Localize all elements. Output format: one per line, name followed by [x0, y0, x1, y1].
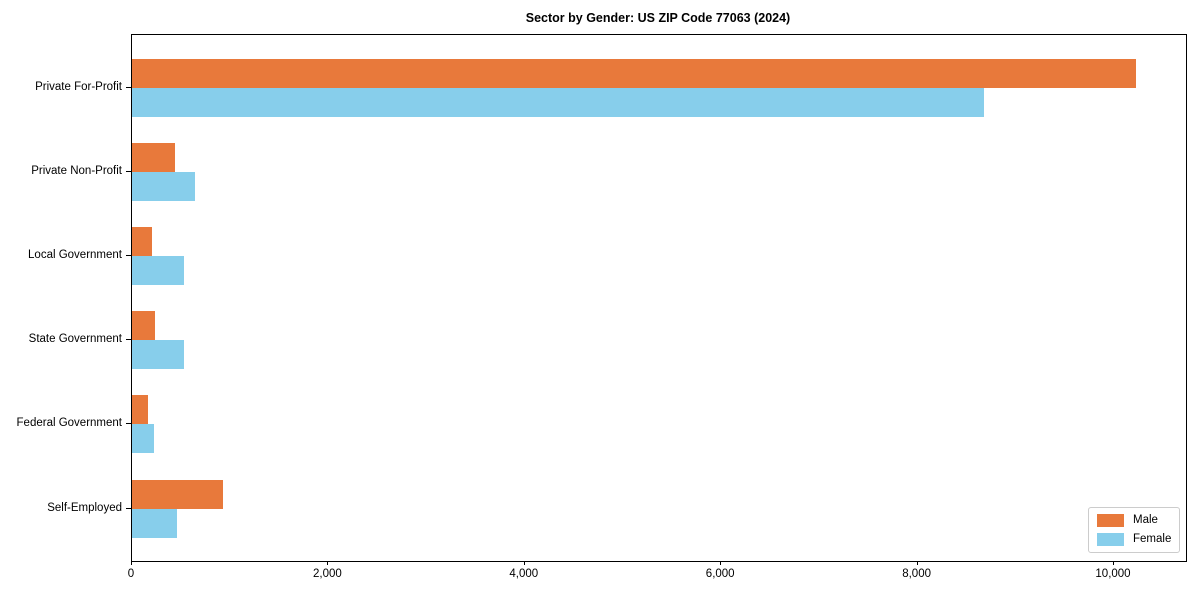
- y-tick-mark: [126, 339, 131, 341]
- plot-area: Male Female: [131, 34, 1187, 562]
- bar-female-state-government: [132, 340, 184, 370]
- bar-male-state-government: [132, 311, 155, 341]
- bar-male-private-for-profit: [132, 59, 1136, 88]
- male-legend-swatch: [1097, 514, 1124, 527]
- legend: Male Female: [1088, 507, 1181, 553]
- male-legend-label: Male: [1133, 514, 1158, 526]
- x-tick-mark: [523, 561, 525, 565]
- bar-female-local-government: [132, 256, 184, 286]
- x-tick-mark: [720, 561, 722, 565]
- bar-male-self-employed: [132, 479, 223, 509]
- chart-title: Sector by Gender: US ZIP Code 77063 (202…: [525, 11, 791, 25]
- bar-female-federal-government: [132, 424, 154, 454]
- x-tick-mark: [131, 561, 132, 565]
- y-tick-mark: [126, 507, 131, 509]
- bar-female-self-employed: [132, 508, 177, 538]
- y-tick-mark: [126, 171, 131, 173]
- female-legend-swatch: [1097, 533, 1124, 546]
- x-tick-mark: [1113, 561, 1114, 565]
- legend-entry-male: Male: [1097, 514, 1171, 527]
- y-tick-mark: [126, 423, 131, 425]
- legend-entry-female: Female: [1097, 533, 1171, 546]
- y-tick-mark: [126, 87, 131, 88]
- y-tick-label-local-government: Local Government: [28, 249, 122, 262]
- x-tick-label-4000: 4,000: [509, 568, 539, 580]
- y-tick-label-federal-government: Federal Government: [16, 417, 122, 430]
- female-legend-label: Female: [1133, 533, 1172, 545]
- x-tick-label-2000: 2,000: [313, 568, 342, 580]
- x-tick-label-10000: 10,000: [1095, 568, 1131, 580]
- y-tick-label-self-employed: Self-Employed: [47, 501, 122, 514]
- y-tick-mark: [126, 255, 131, 257]
- y-tick-label-state-government: State Government: [28, 333, 122, 346]
- y-tick-label-private-for-profit: Private For-Profit: [35, 81, 122, 93]
- bar-male-private-non-profit: [132, 143, 175, 173]
- x-tick-label-6000: 6,000: [705, 568, 735, 580]
- x-tick-mark: [916, 561, 918, 565]
- bar-female-private-for-profit: [132, 88, 984, 117]
- bar-female-private-non-profit: [132, 172, 195, 202]
- x-tick-mark: [327, 561, 329, 565]
- x-tick-label-0: 0: [127, 568, 135, 580]
- bar-male-local-government: [132, 227, 152, 257]
- bar-male-federal-government: [132, 395, 148, 425]
- x-tick-label-8000: 8,000: [902, 568, 931, 580]
- y-tick-label-private-non-profit: Private Non-Profit: [31, 165, 122, 178]
